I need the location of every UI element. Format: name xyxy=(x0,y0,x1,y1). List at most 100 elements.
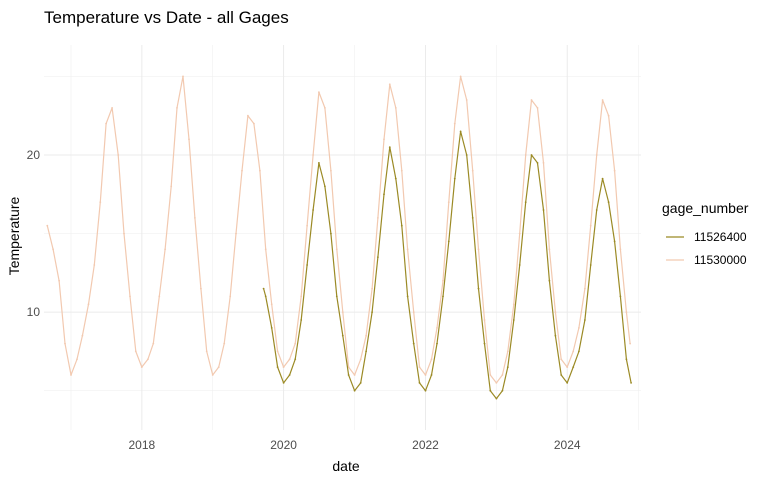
data-point xyxy=(548,279,551,282)
data-point xyxy=(400,169,403,172)
data-point xyxy=(353,389,356,392)
data-point xyxy=(276,366,279,368)
data-point xyxy=(554,311,557,313)
x-axis-title: date xyxy=(332,458,359,474)
data-point xyxy=(442,295,444,298)
data-point xyxy=(578,350,580,353)
data-point xyxy=(548,248,551,251)
data-point xyxy=(140,366,143,368)
data-point xyxy=(601,99,604,101)
data-point xyxy=(300,319,303,321)
data-point xyxy=(412,311,415,313)
data-point xyxy=(330,232,332,235)
data-point xyxy=(276,350,279,353)
data-point xyxy=(613,240,616,243)
data-point xyxy=(465,154,468,156)
data-point xyxy=(572,366,575,368)
data-point xyxy=(406,295,409,298)
data-point xyxy=(87,303,90,306)
data-point xyxy=(52,248,54,251)
data-point xyxy=(335,295,338,298)
data-point xyxy=(105,122,107,125)
series-line-11530000 xyxy=(46,75,631,384)
data-point xyxy=(76,358,78,361)
data-point xyxy=(99,201,102,204)
data-point xyxy=(578,327,580,329)
data-point xyxy=(134,350,137,353)
data-point xyxy=(400,224,403,227)
data-point xyxy=(164,248,167,251)
data-point xyxy=(629,342,631,345)
data-point xyxy=(477,287,480,290)
data-point xyxy=(223,342,226,345)
data-point xyxy=(501,374,504,376)
data-point xyxy=(247,114,249,117)
chart-title: Temperature vs Date - all Gages xyxy=(44,8,289,27)
data-point xyxy=(601,177,604,180)
data-point xyxy=(147,358,149,361)
data-point xyxy=(353,374,356,376)
data-point xyxy=(424,389,427,392)
x-tick-label: 2020 xyxy=(270,438,297,452)
data-point xyxy=(117,154,120,156)
grid-minor xyxy=(44,45,641,430)
data-point xyxy=(471,169,474,172)
data-point xyxy=(300,295,303,298)
data-point xyxy=(442,279,444,282)
series-line-11526400 xyxy=(263,130,632,400)
legend-label: 11530000 xyxy=(694,253,747,267)
data-point xyxy=(512,319,515,321)
data-point xyxy=(158,295,161,298)
y-tick-labels: 10 20 xyxy=(27,148,41,319)
data-point xyxy=(64,342,66,345)
data-point xyxy=(430,358,433,361)
data-point xyxy=(359,382,362,384)
data-point xyxy=(93,264,96,266)
data-point xyxy=(394,107,397,109)
data-point xyxy=(394,177,397,180)
x-tick-labels: 2018 2020 2022 2024 xyxy=(128,438,580,452)
data-point xyxy=(182,75,184,78)
data-point xyxy=(542,162,545,164)
data-point xyxy=(58,279,60,282)
data-point xyxy=(347,366,350,368)
data-point xyxy=(542,209,545,211)
data-point xyxy=(383,193,385,196)
data-point xyxy=(306,224,308,227)
data-point xyxy=(312,209,314,211)
data-point xyxy=(241,169,243,172)
data-point xyxy=(341,311,344,313)
legend: gage_number 11526400 11530000 xyxy=(662,200,749,267)
data-point xyxy=(560,374,563,376)
data-point xyxy=(264,248,267,251)
data-point xyxy=(294,358,297,361)
data-point xyxy=(388,146,391,149)
x-tick-label: 2024 xyxy=(554,438,581,452)
data-point xyxy=(264,295,267,298)
data-point xyxy=(560,358,563,361)
data-point xyxy=(129,295,131,298)
data-point xyxy=(365,350,367,353)
x-tick-label: 2018 xyxy=(128,438,155,452)
data-point xyxy=(318,162,320,164)
data-point xyxy=(170,185,173,188)
data-point xyxy=(324,185,326,188)
data-point xyxy=(152,342,155,345)
data-point xyxy=(518,232,521,235)
data-point xyxy=(123,232,125,235)
data-point xyxy=(430,374,433,376)
data-point xyxy=(506,350,509,353)
data-point xyxy=(288,358,291,361)
data-point xyxy=(566,366,569,368)
data-point xyxy=(294,342,297,345)
data-point xyxy=(194,217,196,219)
data-point xyxy=(447,240,450,243)
data-point xyxy=(589,264,592,266)
data-point xyxy=(412,342,415,345)
data-point xyxy=(81,334,84,337)
data-point xyxy=(630,382,632,384)
data-point xyxy=(347,374,350,376)
data-point xyxy=(459,130,462,133)
data-point xyxy=(489,374,492,376)
